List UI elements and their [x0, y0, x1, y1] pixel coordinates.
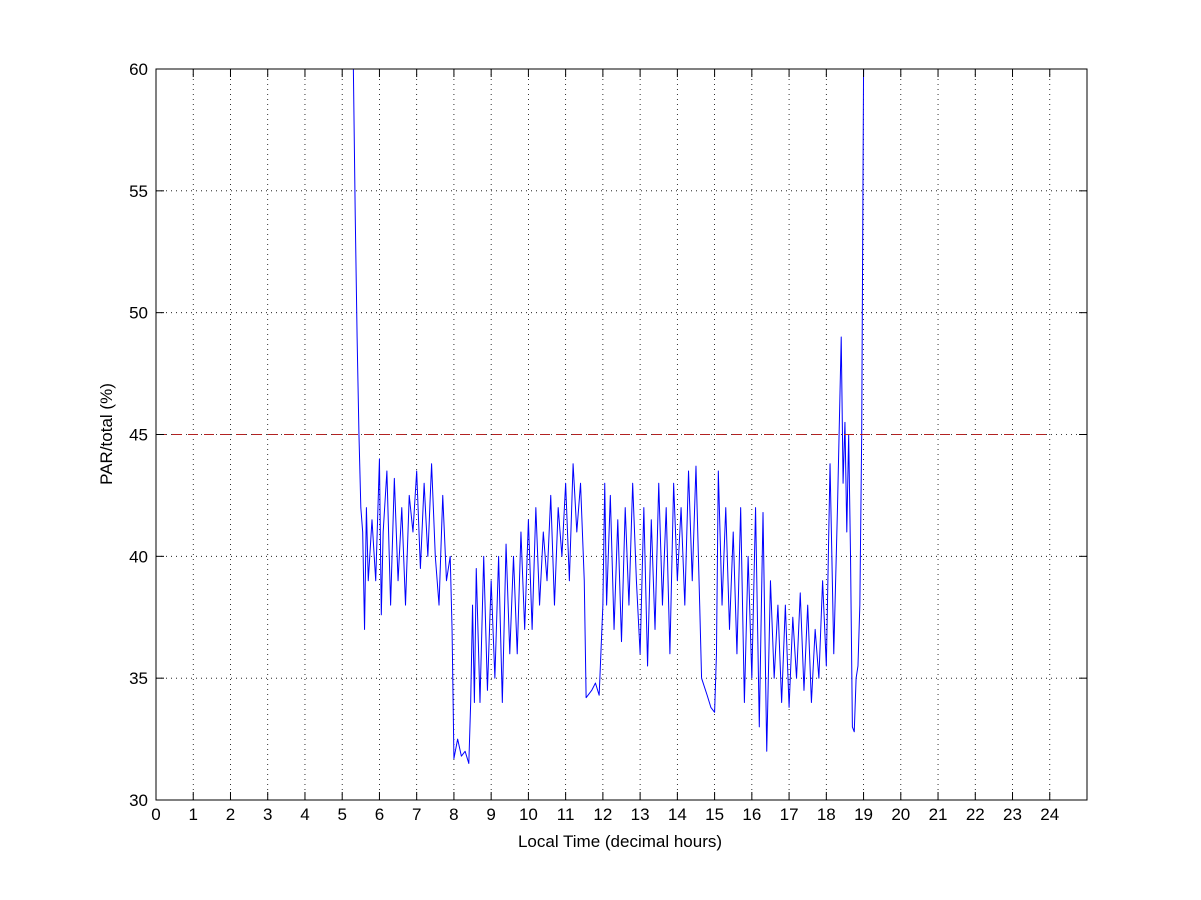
plot-area	[156, 69, 1050, 764]
y-tick-label: 55	[129, 182, 148, 201]
ticks: 0 1 2 3 4 5 6 7 8 9 10 11 12 13 14 15 16 17 18 19 20 21 22 23 24…	[129, 60, 1087, 824]
y-tick-label: 50	[129, 304, 148, 323]
x-tick-label: 3	[263, 805, 272, 824]
x-tick-label: 12	[593, 805, 612, 824]
y-tick-label: 30	[129, 791, 148, 810]
x-tick-label: 14	[668, 805, 687, 824]
y-tick-label: 35	[129, 669, 148, 688]
x-tick-label: 24	[1040, 805, 1059, 824]
x-tick-label: 10	[519, 805, 538, 824]
y-tick-label: 45	[129, 426, 148, 445]
x-tick-label: 16	[742, 805, 761, 824]
data-line	[352, 69, 865, 764]
y-tick-label: 60	[129, 60, 148, 79]
x-tick-label: 8	[449, 805, 458, 824]
x-tick-label: 2	[226, 805, 235, 824]
x-tick-label: 17	[780, 805, 799, 824]
x-tick-label: 18	[817, 805, 836, 824]
x-tick-label: 6	[375, 805, 384, 824]
x-tick-label: 4	[300, 805, 309, 824]
x-tick-label: 0	[151, 805, 160, 824]
x-tick-label: 19	[854, 805, 873, 824]
y-axis-label: PAR/total (%)	[97, 383, 116, 485]
x-tick-label: 13	[631, 805, 650, 824]
x-tick-label: 15	[705, 805, 724, 824]
x-tick-label: 7	[412, 805, 421, 824]
x-tick-label: 1	[189, 805, 198, 824]
x-tick-label: 21	[929, 805, 948, 824]
x-tick-label: 11	[557, 805, 575, 824]
x-tick-label: 22	[966, 805, 985, 824]
y-tick-label: 40	[129, 547, 148, 566]
x-axis-label: Local Time (decimal hours)	[518, 832, 722, 851]
x-tick-label: 9	[486, 805, 495, 824]
x-tick-label: 20	[891, 805, 910, 824]
x-tick-label: 23	[1003, 805, 1022, 824]
x-tick-label: 5	[337, 805, 346, 824]
